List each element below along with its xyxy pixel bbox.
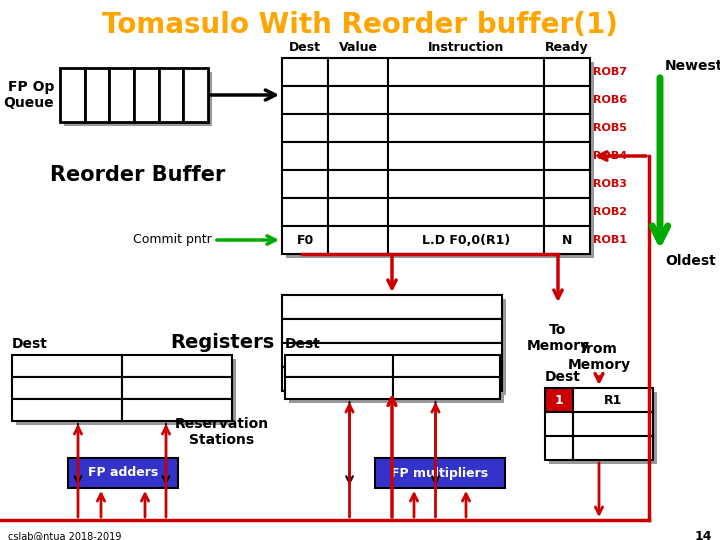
Text: ROB6: ROB6 <box>593 95 627 105</box>
Bar <box>544 198 590 226</box>
Bar <box>282 86 328 114</box>
Bar <box>285 377 392 399</box>
Text: Dest: Dest <box>289 41 321 54</box>
Bar <box>544 114 590 142</box>
Bar <box>122 355 232 377</box>
Bar <box>16 359 236 425</box>
Bar <box>388 114 544 142</box>
Text: from
Memory: from Memory <box>567 342 631 372</box>
Bar <box>328 114 388 142</box>
Bar <box>282 58 328 86</box>
Bar <box>122 377 232 399</box>
Text: ROB1: ROB1 <box>593 235 627 245</box>
Bar <box>286 62 594 258</box>
Bar <box>328 142 388 170</box>
Bar <box>544 142 590 170</box>
Bar <box>392 355 500 377</box>
Text: Dest: Dest <box>12 337 48 351</box>
Bar <box>184 68 208 122</box>
Text: Ready: Ready <box>545 41 589 54</box>
Bar <box>282 142 328 170</box>
Bar <box>158 68 184 122</box>
Text: Value: Value <box>338 41 377 54</box>
Bar <box>549 392 657 464</box>
Text: Tomasulo With Reorder buffer(1): Tomasulo With Reorder buffer(1) <box>102 11 618 39</box>
Text: To
Memory: To Memory <box>526 323 590 353</box>
Bar <box>328 198 388 226</box>
Text: FP multipliers: FP multipliers <box>392 467 489 480</box>
Bar <box>328 170 388 198</box>
Bar <box>286 299 506 395</box>
Text: FP Op
Queue: FP Op Queue <box>4 80 54 110</box>
Bar <box>388 226 544 254</box>
Bar <box>282 343 502 367</box>
Text: Oldest: Oldest <box>665 254 716 268</box>
Bar <box>545 388 573 412</box>
Text: Newest: Newest <box>665 59 720 73</box>
Bar <box>282 114 328 142</box>
Text: 1: 1 <box>554 394 563 407</box>
Bar <box>328 58 388 86</box>
Bar <box>388 198 544 226</box>
Bar <box>282 198 328 226</box>
Text: L.D F0,0(R1): L.D F0,0(R1) <box>422 233 510 246</box>
Bar <box>134 68 158 122</box>
Bar <box>282 367 502 391</box>
Bar <box>388 58 544 86</box>
Bar <box>545 412 573 436</box>
Bar <box>573 436 653 460</box>
Bar <box>388 170 544 198</box>
Text: ROB5: ROB5 <box>593 123 627 133</box>
Bar <box>64 72 212 126</box>
Text: ROB7: ROB7 <box>593 67 627 77</box>
Bar <box>109 68 134 122</box>
Bar <box>282 319 502 343</box>
Bar <box>285 355 392 377</box>
Bar <box>282 170 328 198</box>
Text: Commit pntr: Commit pntr <box>133 233 212 246</box>
Bar <box>122 399 232 421</box>
Text: N: N <box>562 233 572 246</box>
Bar <box>545 436 573 460</box>
Bar <box>282 226 328 254</box>
Bar <box>544 226 590 254</box>
Bar <box>282 295 502 319</box>
Bar <box>388 142 544 170</box>
Bar <box>328 86 388 114</box>
Text: F0: F0 <box>297 233 314 246</box>
Text: 14: 14 <box>695 530 712 540</box>
Text: Dest: Dest <box>285 337 321 351</box>
Bar <box>68 458 178 488</box>
Text: Reorder Buffer: Reorder Buffer <box>50 165 225 185</box>
Bar <box>289 359 504 403</box>
Text: Reservation
Stations: Reservation Stations <box>175 417 269 447</box>
Text: R1: R1 <box>604 394 622 407</box>
Text: ROB3: ROB3 <box>593 179 627 189</box>
Text: ROB4: ROB4 <box>593 151 627 161</box>
Text: ROB2: ROB2 <box>593 207 627 217</box>
Bar <box>328 226 388 254</box>
Bar <box>85 68 109 122</box>
Bar <box>544 58 590 86</box>
Bar <box>60 68 85 122</box>
Bar <box>12 355 122 377</box>
Text: FP adders: FP adders <box>88 467 158 480</box>
Bar <box>544 86 590 114</box>
Bar <box>388 86 544 114</box>
Bar <box>12 377 122 399</box>
Bar <box>573 412 653 436</box>
Bar <box>392 377 500 399</box>
Text: Instruction: Instruction <box>428 41 504 54</box>
Bar <box>573 388 653 412</box>
Bar <box>544 170 590 198</box>
Bar <box>12 399 122 421</box>
Text: Registers: Registers <box>170 334 274 353</box>
Text: Dest: Dest <box>545 370 581 384</box>
Text: cslab@ntua 2018-2019: cslab@ntua 2018-2019 <box>8 531 122 540</box>
Bar <box>375 458 505 488</box>
